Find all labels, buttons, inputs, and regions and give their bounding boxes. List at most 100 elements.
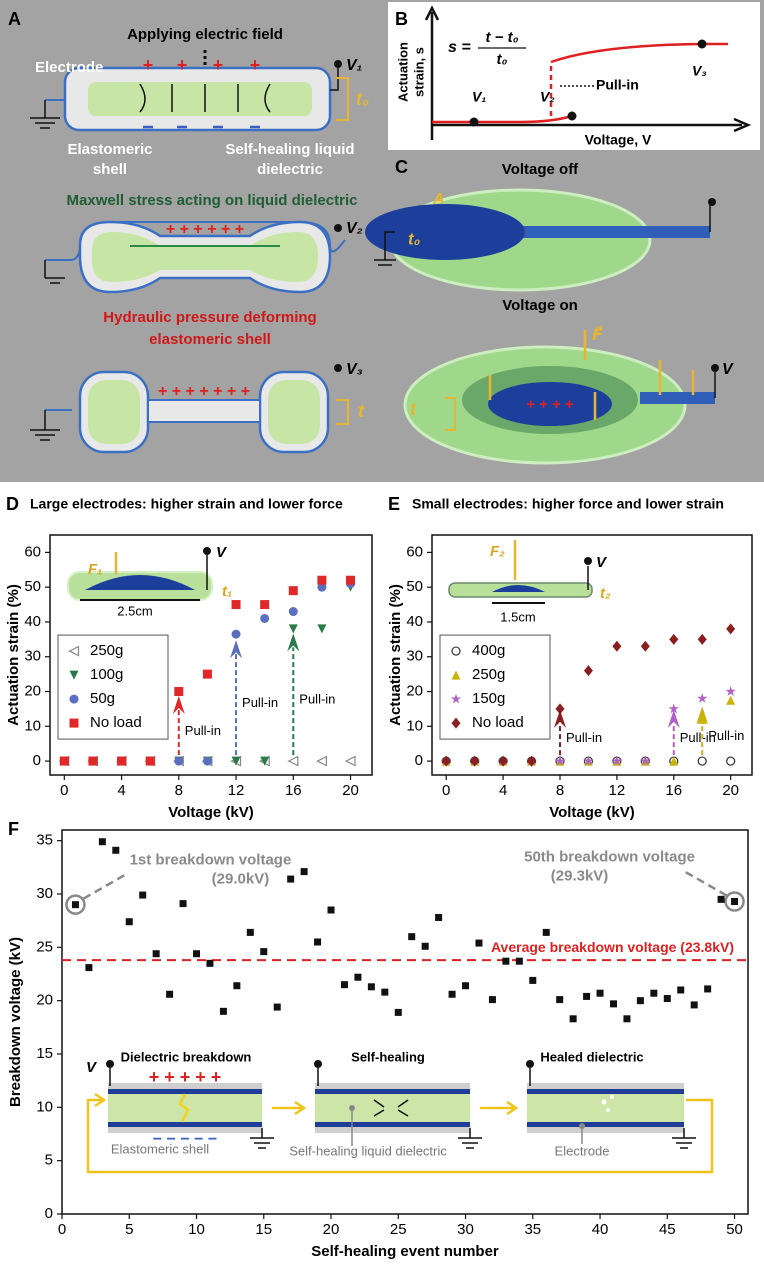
point [346, 575, 356, 585]
legend-label: No load [472, 714, 524, 731]
x-axis-label: Voltage (kV) [549, 804, 635, 821]
x-axis-label: Self-healing event number [311, 1243, 499, 1260]
x-tick-label: 40 [592, 1221, 609, 1238]
point [542, 928, 550, 936]
arrow [480, 1100, 519, 1116]
x-tick-label: 12 [609, 782, 626, 799]
point [246, 928, 254, 936]
panel-label: D [6, 494, 19, 514]
charges: + + + + + + [166, 221, 244, 238]
point [145, 756, 155, 766]
legend-label: 400g [472, 642, 505, 659]
electrode [365, 204, 525, 260]
x-tick-label: 16 [285, 782, 302, 799]
y-tick-label: 20 [24, 682, 41, 699]
point [85, 964, 93, 972]
x-tick-label: 5 [125, 1221, 133, 1238]
point [726, 756, 736, 766]
voltage-label: V [86, 1059, 98, 1076]
plot-frame [61, 829, 749, 1215]
x-tick-label: 35 [524, 1221, 541, 1238]
bubble [601, 1099, 607, 1105]
y-tick-label: 40 [24, 613, 41, 630]
point [441, 755, 451, 767]
shell-label: shell [93, 161, 127, 178]
chart-title: Small electrodes: higher force and lower… [412, 496, 724, 512]
step-breakdown: + + + + + − − − − − V Dielectric breakdo… [86, 1049, 274, 1156]
panel-label: B [395, 9, 408, 29]
y-tick-label: 25 [36, 938, 53, 955]
point [596, 989, 604, 997]
x-tick-label: 50 [726, 1221, 743, 1238]
plus: + [213, 55, 224, 75]
point [527, 755, 537, 767]
y-tick-label: 30 [36, 885, 53, 902]
thickness-label: t₁ [222, 583, 232, 600]
x-tick-label: 25 [390, 1221, 407, 1238]
arrow-head [554, 709, 566, 728]
electrode-strip [640, 392, 715, 404]
point [88, 756, 98, 766]
point [354, 973, 362, 981]
y-tick-label: 0 [415, 752, 423, 769]
inset-d: F₁ V 2.5cm t₁ [67, 544, 232, 618]
y-tick-label: 0 [45, 1205, 53, 1222]
point [448, 990, 456, 998]
reference-label: Average breakdown voltage (23.8kV) [491, 939, 734, 955]
terminal-pin [314, 1060, 322, 1068]
x-tick-label: 4 [499, 782, 507, 799]
inset-f: + + + + + − − − − − V Dielectric breakdo… [86, 1049, 714, 1174]
point [690, 1001, 698, 1009]
point [233, 982, 241, 990]
legend-marker [450, 693, 462, 704]
point [139, 891, 147, 899]
point [231, 600, 241, 610]
point [179, 900, 187, 908]
electrode-strip [500, 226, 710, 238]
y-tick-label: 5 [45, 1152, 53, 1169]
lightning [178, 1093, 190, 1123]
point [317, 575, 327, 585]
x-tick-label: 4 [117, 782, 125, 799]
terminal-pin [334, 224, 342, 232]
electrode [527, 1089, 684, 1094]
electrode [85, 575, 195, 590]
bubble [610, 1095, 614, 1099]
ground [374, 231, 396, 266]
legend-marker [68, 645, 80, 657]
point [408, 933, 416, 941]
point [174, 756, 184, 766]
x-tick-label: 16 [665, 782, 682, 799]
annotation: (29.3kV) [551, 867, 609, 884]
y-tick-label: 35 [36, 832, 53, 849]
point [300, 868, 308, 876]
point [697, 714, 707, 724]
annotation: Pull-in [185, 723, 221, 738]
x-tick-label: 8 [175, 782, 183, 799]
point [640, 640, 650, 652]
point [583, 665, 593, 677]
panel-label: E [388, 494, 400, 514]
electrode [108, 1122, 262, 1127]
legend-marker [69, 670, 79, 680]
dielectric-label: dielectric [257, 161, 323, 178]
point [71, 901, 79, 909]
point [260, 756, 270, 766]
bracket [336, 77, 349, 121]
x-tick-label: 45 [659, 1221, 676, 1238]
plus: + [250, 55, 261, 75]
callout: Electrode [555, 1143, 610, 1158]
voltage-label: V₃ [346, 361, 363, 378]
voltage-label: V₂ [346, 220, 363, 237]
point [344, 755, 356, 767]
y-axis-label: Actuation strain (%) [5, 584, 22, 726]
x-tick-label: 10 [188, 1221, 205, 1238]
size-label: 1.5cm [500, 609, 535, 624]
force-label: F₁ [88, 561, 102, 578]
point [421, 942, 429, 950]
point [697, 756, 707, 766]
liquid [88, 380, 140, 444]
point [231, 629, 241, 639]
highlight-ring [65, 894, 86, 915]
legend-marker [69, 694, 79, 704]
